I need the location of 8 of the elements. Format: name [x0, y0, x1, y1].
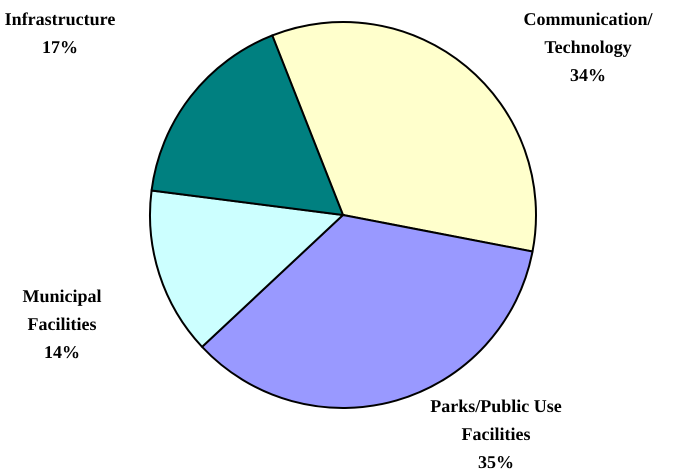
- slice-label: Communication/Technology: [523, 9, 654, 57]
- data-label: 14%: [44, 342, 80, 362]
- data-label: 35%: [478, 452, 514, 472]
- data-label: 17%: [42, 37, 78, 57]
- slice-label: Parks/Public Use Facilities: [430, 396, 562, 444]
- slice-label: Infrastructure: [4, 9, 116, 29]
- data-label: 34%: [570, 65, 606, 85]
- slice-label: Municipal Facilities: [22, 286, 102, 334]
